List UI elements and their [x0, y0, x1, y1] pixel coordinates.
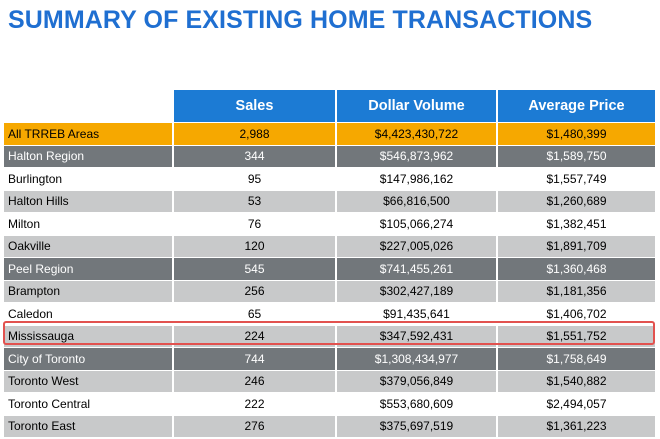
table-row: Halton Region 344 $546,873,962 $1,589,75…	[4, 144, 655, 167]
row-dollar-volume: $66,816,500	[335, 190, 496, 212]
header-dollar-volume: Dollar Volume	[335, 90, 496, 122]
row-average-price: $1,361,223	[496, 415, 655, 437]
table-row: Toronto East 276 $375,697,519 $1,361,223	[4, 414, 655, 437]
table-header: Sales Dollar Volume Average Price	[4, 90, 655, 122]
row-sales: 53	[172, 190, 335, 212]
row-dollar-volume: $546,873,962	[335, 145, 496, 167]
header-blank-cell	[4, 90, 172, 122]
row-average-price: $1,589,750	[496, 145, 655, 167]
row-sales: 2,988	[172, 123, 335, 145]
row-sales: 545	[172, 258, 335, 280]
row-dollar-volume: $147,986,162	[335, 168, 496, 190]
row-area-name: All TRREB Areas	[8, 126, 100, 141]
table-row: Burlington 95 $147,986,162 $1,557,749	[4, 167, 655, 190]
transactions-table: Sales Dollar Volume Average Price All TR…	[4, 90, 655, 437]
table-row-highlighted: Mississauga 224 $347,592,431 $1,551,752	[4, 324, 655, 347]
row-dollar-volume: $227,005,026	[335, 235, 496, 257]
row-area-name: Halton Hills	[8, 194, 69, 209]
row-area-name: Milton	[8, 216, 41, 231]
row-area-name: Peel Region	[8, 261, 74, 276]
row-dollar-volume: $347,592,431	[335, 325, 496, 347]
row-average-price: $1,260,689	[496, 190, 655, 212]
page-title: SUMMARY OF EXISTING HOME TRANSACTIONS	[8, 6, 593, 34]
row-sales: 65	[172, 303, 335, 325]
row-area-name: Toronto West	[8, 374, 79, 389]
table-row: Toronto West 246 $379,056,849 $1,540,882	[4, 369, 655, 392]
row-dollar-volume: $1,308,434,977	[335, 348, 496, 370]
table-row: Toronto Central 222 $553,680,609 $2,494,…	[4, 392, 655, 415]
table-row: Brampton 256 $302,427,189 $1,181,356	[4, 279, 655, 302]
row-area-name: Burlington	[8, 171, 63, 186]
row-area-name: Toronto Central	[8, 396, 91, 411]
row-dollar-volume: $91,435,641	[335, 303, 496, 325]
table-row: City of Toronto 744 $1,308,434,977 $1,75…	[4, 347, 655, 370]
row-average-price: $1,181,356	[496, 280, 655, 302]
table-row: Peel Region 545 $741,455,261 $1,360,468	[4, 257, 655, 280]
table-row: Milton 76 $105,066,274 $1,382,451	[4, 212, 655, 235]
row-sales: 344	[172, 145, 335, 167]
table-row: Caledon 65 $91,435,641 $1,406,702	[4, 302, 655, 325]
row-dollar-volume: $379,056,849	[335, 370, 496, 392]
row-average-price: $1,551,752	[496, 325, 655, 347]
table-row: Halton Hills 53 $66,816,500 $1,260,689	[4, 189, 655, 212]
row-average-price: $1,891,709	[496, 235, 655, 257]
row-average-price: $1,540,882	[496, 370, 655, 392]
row-average-price: $1,382,451	[496, 213, 655, 235]
row-dollar-volume: $553,680,609	[335, 393, 496, 415]
row-sales: 76	[172, 213, 335, 235]
row-average-price: $1,480,399	[496, 123, 655, 145]
table-row: All TRREB Areas 2,988 $4,423,430,722 $1,…	[4, 122, 655, 145]
row-sales: 246	[172, 370, 335, 392]
row-sales: 95	[172, 168, 335, 190]
row-dollar-volume: $375,697,519	[335, 415, 496, 437]
row-dollar-volume: $741,455,261	[335, 258, 496, 280]
row-area-name: Brampton	[8, 284, 61, 299]
table-row: Oakville 120 $227,005,026 $1,891,709	[4, 234, 655, 257]
row-sales: 276	[172, 415, 335, 437]
row-area-name: Oakville	[8, 239, 51, 254]
row-average-price: $1,557,749	[496, 168, 655, 190]
row-dollar-volume: $4,423,430,722	[335, 123, 496, 145]
row-sales: 224	[172, 325, 335, 347]
row-average-price: $1,406,702	[496, 303, 655, 325]
row-area-name: Mississauga	[8, 329, 75, 344]
row-average-price: $1,758,649	[496, 348, 655, 370]
row-area-name: Caledon	[8, 306, 53, 321]
row-dollar-volume: $105,066,274	[335, 213, 496, 235]
header-average-price: Average Price	[496, 90, 655, 122]
row-area-name: Halton Region	[8, 149, 85, 164]
row-average-price: $1,360,468	[496, 258, 655, 280]
row-average-price: $2,494,057	[496, 393, 655, 415]
row-sales: 256	[172, 280, 335, 302]
header-sales: Sales	[172, 90, 335, 122]
row-sales: 120	[172, 235, 335, 257]
row-sales: 744	[172, 348, 335, 370]
row-dollar-volume: $302,427,189	[335, 280, 496, 302]
row-area-name: Toronto East	[8, 419, 76, 434]
row-area-name: City of Toronto	[8, 351, 86, 366]
row-sales: 222	[172, 393, 335, 415]
